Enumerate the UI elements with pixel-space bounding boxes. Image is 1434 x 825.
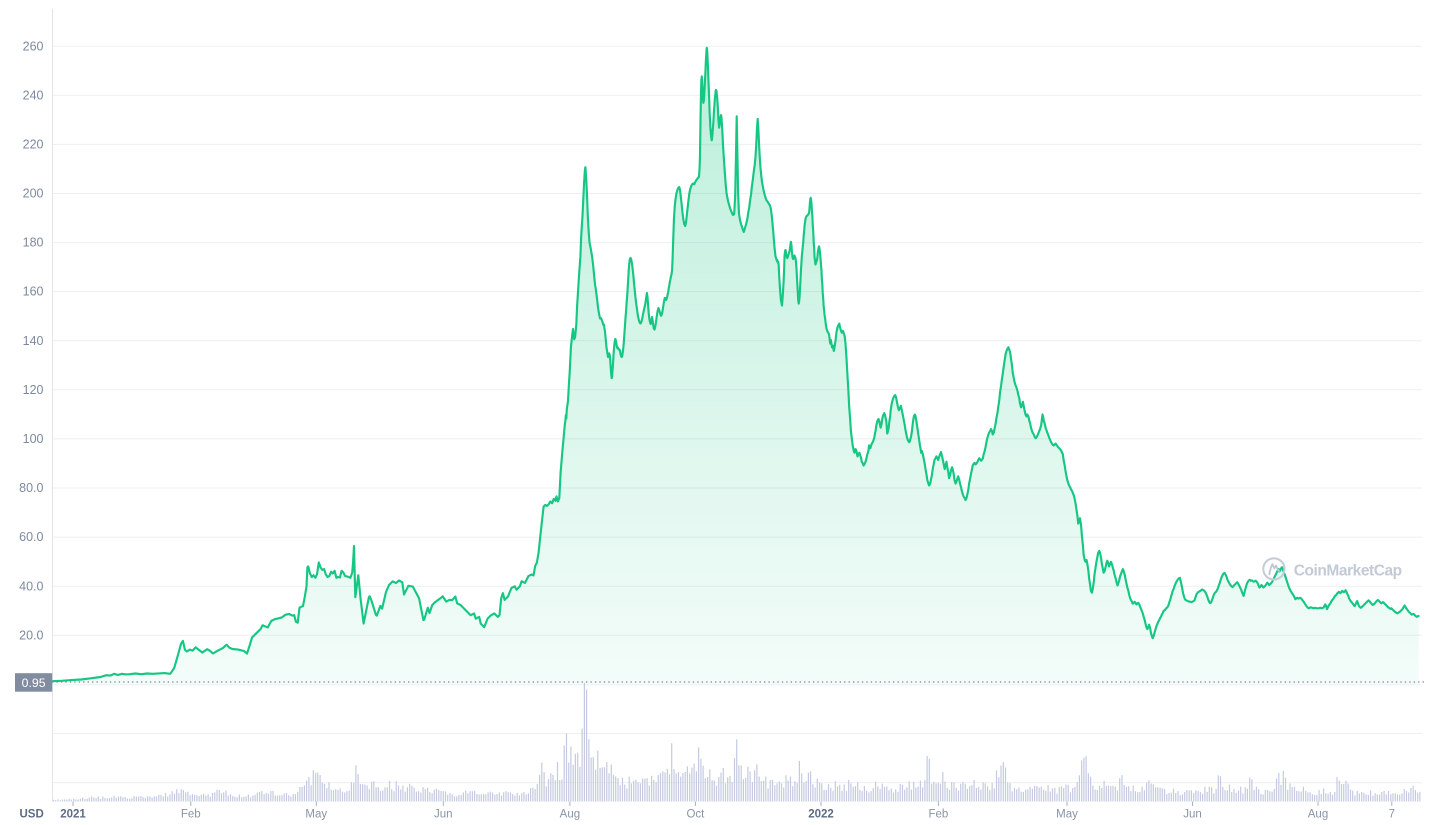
svg-text:80.0: 80.0 (19, 481, 43, 495)
svg-text:20.0: 20.0 (19, 628, 43, 642)
svg-text:Feb: Feb (181, 809, 201, 821)
svg-text:Jun: Jun (1183, 809, 1202, 821)
svg-text:40.0: 40.0 (19, 579, 43, 593)
svg-text:120: 120 (23, 383, 44, 397)
svg-text:May: May (1056, 809, 1078, 821)
svg-text:Jun: Jun (434, 809, 453, 821)
svg-text:USD: USD (20, 809, 44, 821)
svg-text:Feb: Feb (928, 809, 948, 821)
svg-text:100: 100 (23, 432, 44, 446)
svg-text:2022: 2022 (808, 809, 834, 821)
svg-text:Oct: Oct (686, 809, 705, 821)
svg-text:180: 180 (23, 236, 44, 250)
svg-text:260: 260 (23, 39, 44, 53)
svg-text:200: 200 (23, 187, 44, 201)
svg-text:60.0: 60.0 (19, 530, 43, 544)
svg-text:240: 240 (23, 88, 44, 102)
svg-text:160: 160 (23, 285, 44, 299)
svg-text:May: May (305, 809, 327, 821)
svg-text:Aug: Aug (1308, 809, 1328, 821)
svg-text:0.95: 0.95 (22, 676, 46, 690)
svg-text:220: 220 (23, 138, 44, 152)
svg-text:CoinMarketCap: CoinMarketCap (1294, 562, 1402, 579)
svg-text:2021: 2021 (60, 809, 86, 821)
svg-text:7: 7 (1389, 809, 1395, 821)
svg-text:Aug: Aug (560, 809, 580, 821)
svg-text:140: 140 (23, 334, 44, 348)
